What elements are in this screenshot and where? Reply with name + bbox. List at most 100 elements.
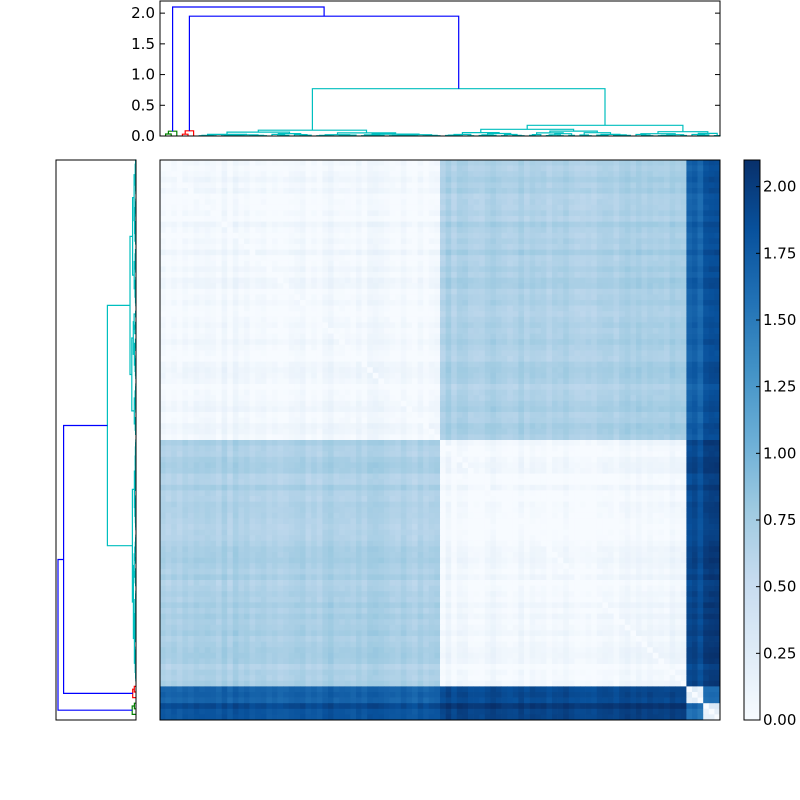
- heatmap-cell: [412, 221, 418, 228]
- heatmap-cell: [501, 356, 508, 362]
- heatmap-cell: [400, 344, 407, 351]
- heatmap-cell: [641, 300, 648, 306]
- heatmap-cell: [428, 193, 435, 200]
- heatmap-cell: [255, 260, 262, 267]
- heatmap-cell: [675, 288, 682, 295]
- heatmap-cell: [714, 333, 721, 340]
- heatmap-cell: [171, 171, 178, 178]
- heatmap-cell: [540, 384, 547, 390]
- heatmap-cell: [602, 260, 609, 267]
- heatmap-cell: [238, 311, 245, 318]
- heatmap-cell: [546, 423, 553, 430]
- heatmap-cell: [630, 356, 637, 362]
- heatmap-cell: [249, 367, 256, 374]
- heatmap-cell: [333, 367, 340, 374]
- heatmap-cell: [652, 417, 659, 424]
- heatmap-cell: [708, 361, 715, 368]
- heatmap-cell: [300, 160, 306, 166]
- heatmap-cell: [456, 244, 463, 250]
- heatmap-cell: [344, 199, 351, 206]
- heatmap-cell: [417, 316, 424, 323]
- heatmap-cell: [227, 165, 234, 172]
- heatmap-cell: [311, 171, 318, 178]
- heatmap-cell: [344, 339, 351, 346]
- heatmap-cell: [316, 227, 323, 234]
- heatmap-cell: [518, 260, 525, 267]
- heatmap-cell: [244, 288, 250, 295]
- heatmap-cell: [182, 367, 189, 374]
- heatmap-cell: [619, 277, 626, 284]
- heatmap-cell: [221, 255, 228, 262]
- heatmap-cell: [557, 328, 564, 334]
- heatmap-cell: [260, 260, 267, 267]
- heatmap-cell: [249, 305, 256, 312]
- heatmap-cell: [708, 266, 715, 273]
- heatmap-cell: [300, 305, 306, 312]
- heatmap-cell: [703, 176, 710, 183]
- heatmap-cell: [608, 171, 614, 178]
- heatmap-cell: [361, 260, 368, 267]
- heatmap-cell: [283, 412, 290, 418]
- heatmap-cell: [171, 395, 178, 402]
- heatmap-cell: [647, 395, 654, 402]
- heatmap-cell: [400, 277, 407, 284]
- heatmap-cell: [490, 216, 497, 222]
- heatmap-cell: [440, 204, 446, 211]
- heatmap-cell: [227, 272, 234, 278]
- heatmap-cell: [238, 204, 245, 211]
- heatmap-cell: [552, 384, 558, 390]
- heatmap-cell: [305, 367, 312, 374]
- heatmap-cell: [255, 328, 262, 334]
- heatmap-cell: [199, 210, 206, 217]
- heatmap-cell: [596, 316, 603, 323]
- heatmap-cell: [473, 204, 480, 211]
- heatmap-cell: [529, 378, 536, 385]
- heatmap-cell: [266, 199, 273, 206]
- heatmap-cell: [193, 204, 200, 211]
- heatmap-cell: [266, 171, 273, 178]
- heatmap-cell: [193, 244, 200, 250]
- heatmap-cell: [193, 283, 200, 290]
- heatmap-cell: [311, 350, 318, 357]
- heatmap-cell: [193, 344, 200, 351]
- heatmap-cell: [602, 305, 609, 312]
- heatmap-cell: [680, 350, 687, 357]
- heatmap-cell: [518, 193, 525, 200]
- heatmap-cell: [249, 260, 256, 267]
- heatmap-cell: [412, 417, 418, 424]
- heatmap-cell: [456, 176, 463, 183]
- heatmap-cell: [210, 395, 217, 402]
- heatmap-cell: [692, 277, 698, 284]
- heatmap-cell: [451, 333, 458, 340]
- heatmap-cell: [641, 361, 648, 368]
- heatmap-cell: [546, 395, 553, 402]
- heatmap-cell: [468, 199, 474, 206]
- heatmap-cell: [294, 160, 301, 166]
- heatmap-cell: [602, 176, 609, 183]
- heatmap-cell: [176, 316, 183, 323]
- heatmap-cell: [714, 210, 721, 217]
- heatmap-cell: [462, 272, 469, 278]
- heatmap-cell: [412, 160, 418, 166]
- heatmap-cell: [686, 238, 693, 245]
- heatmap-cell: [697, 238, 704, 245]
- heatmap-cell: [244, 199, 250, 206]
- heatmap-cell: [171, 328, 178, 334]
- heatmap-cell: [574, 311, 581, 318]
- heatmap-cell: [669, 311, 676, 318]
- heatmap-cell: [602, 210, 609, 217]
- heatmap-cell: [260, 423, 267, 430]
- heatmap-cell: [658, 171, 665, 178]
- heatmap-cell: [714, 395, 721, 402]
- heatmap-cell: [344, 272, 351, 278]
- heatmap-cell: [557, 210, 564, 217]
- heatmap-cell: [188, 277, 194, 284]
- heatmap-cell: [193, 367, 200, 374]
- heatmap-cell: [160, 255, 166, 262]
- heatmap-cell: [182, 305, 189, 312]
- heatmap-cell: [244, 294, 250, 301]
- heatmap-cell: [171, 266, 178, 273]
- heatmap-cell: [244, 255, 250, 262]
- heatmap-cell: [585, 249, 592, 256]
- heatmap-cell: [210, 356, 217, 362]
